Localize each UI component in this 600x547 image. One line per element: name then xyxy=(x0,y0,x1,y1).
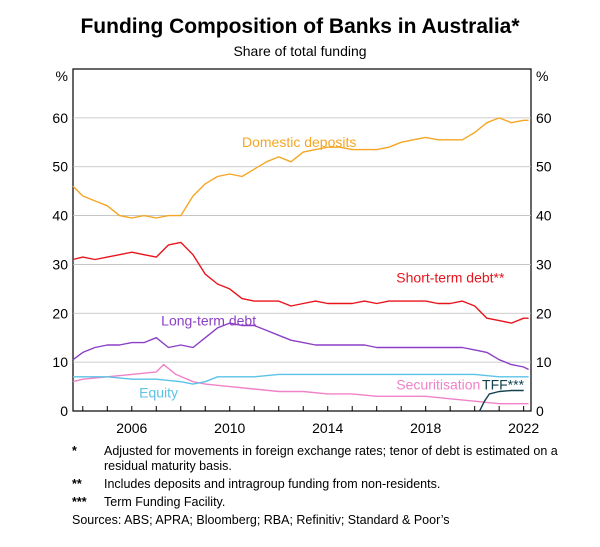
x-tick-label: 2022 xyxy=(508,420,539,436)
chart-svg: Funding Composition of Banks in Australi… xyxy=(52,15,551,436)
series-label: Long-term debt xyxy=(161,313,256,329)
y-tick-label-right: 50 xyxy=(536,159,552,175)
x-tick-label: 2014 xyxy=(312,420,343,436)
x-tick-label: 2010 xyxy=(214,420,245,436)
y-axis-unit-left: % xyxy=(56,68,68,84)
y-axis-unit-right: % xyxy=(536,68,548,84)
series-labels: Domestic deposits Short-term debt** Long-t… xyxy=(139,134,524,400)
y-tick-label-right: 30 xyxy=(536,256,552,272)
series-line xyxy=(73,373,529,385)
y-tick-label-right: 20 xyxy=(536,305,552,321)
series-line xyxy=(478,389,524,412)
y-tick-label-right: 10 xyxy=(536,354,552,370)
footnote-mark: * xyxy=(72,444,77,458)
chart-title: Funding Composition of Banks in Australi… xyxy=(80,15,520,38)
footnote: *** Term Funding Facility. xyxy=(72,495,572,510)
y-tick-label-left: 50 xyxy=(52,159,68,175)
y-tick-label-left: 0 xyxy=(60,403,68,419)
y-tick-label-left: 20 xyxy=(52,305,68,321)
sources: Sources: ABS; APRA; Bloomberg; RBA; Refi… xyxy=(72,513,450,527)
footnote-text: Adjusted for movements in foreign exchan… xyxy=(104,444,558,473)
footnote-mark: ** xyxy=(72,477,82,491)
series-line xyxy=(72,363,529,405)
y-tick-label-right: 60 xyxy=(536,110,552,126)
grid xyxy=(73,117,531,363)
plot-frame xyxy=(72,68,532,412)
footnote: * Adjusted for movements in foreign exch… xyxy=(72,444,572,474)
y-tick-label-left: 10 xyxy=(52,354,68,370)
footnotes: * Adjusted for movements in foreign exch… xyxy=(72,444,572,528)
x-tick-label: 2018 xyxy=(410,420,441,436)
footnote-text: Term Funding Facility. xyxy=(104,495,226,509)
x-tick-label: 2006 xyxy=(116,420,147,436)
series-label: Domestic deposits xyxy=(242,134,356,150)
series-line xyxy=(72,322,529,371)
chart-subtitle: Share of total funding xyxy=(233,43,366,59)
series-label: TFF*** xyxy=(482,377,525,393)
series-line xyxy=(72,117,529,219)
series-line xyxy=(72,241,529,324)
series-label: Short-term debt** xyxy=(396,270,505,286)
y-tick-label-right: 40 xyxy=(536,208,552,224)
axes: 0 0 10 10 20 20 30 30 40 40 50 50 60 60% % 2006 2010 2014… xyxy=(52,68,551,436)
series-group xyxy=(72,117,529,412)
y-tick-label-left: 40 xyxy=(52,208,68,224)
y-tick-label-left: 30 xyxy=(52,256,68,272)
footnote-mark: *** xyxy=(72,495,87,509)
footnote: ** Includes deposits and intragroup fund… xyxy=(72,477,572,492)
y-tick-label-left: 60 xyxy=(52,110,68,126)
y-tick-label-right: 0 xyxy=(536,403,544,419)
footnote-text: Includes deposits and intragroup funding… xyxy=(104,477,441,491)
series-label: Securitisation xyxy=(396,377,480,393)
series-label: Equity xyxy=(139,384,178,400)
